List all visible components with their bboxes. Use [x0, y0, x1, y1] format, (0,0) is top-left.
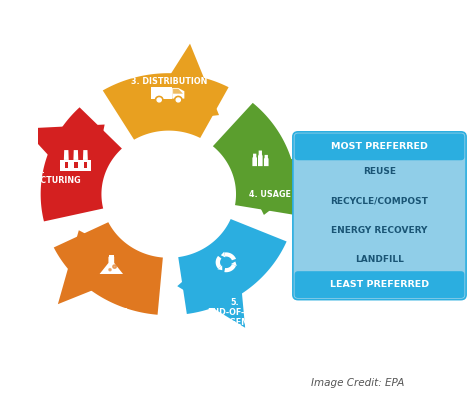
Polygon shape: [173, 89, 183, 94]
Polygon shape: [83, 150, 88, 160]
Polygon shape: [177, 234, 245, 328]
Polygon shape: [60, 160, 91, 171]
Circle shape: [107, 136, 231, 253]
Text: Image Credit: EPA: Image Credit: EPA: [311, 378, 404, 388]
Polygon shape: [221, 252, 225, 257]
Text: LEAST PREFERRED: LEAST PREFERRED: [330, 280, 429, 289]
Text: 4. USAGE: 4. USAGE: [249, 190, 291, 199]
Polygon shape: [64, 162, 68, 168]
Polygon shape: [252, 154, 257, 166]
Polygon shape: [109, 255, 114, 257]
Polygon shape: [54, 222, 163, 315]
Circle shape: [113, 265, 117, 268]
Polygon shape: [58, 230, 150, 304]
Text: REUSE: REUSE: [363, 167, 396, 176]
FancyBboxPatch shape: [293, 132, 466, 299]
Text: 5.
END-OF-LIFE
MANAGEMENT: 5. END-OF-LIFE MANAGEMENT: [202, 298, 267, 327]
Polygon shape: [172, 88, 184, 99]
Circle shape: [176, 98, 181, 102]
Polygon shape: [218, 266, 222, 270]
Circle shape: [155, 96, 163, 104]
Polygon shape: [231, 261, 237, 266]
Polygon shape: [258, 150, 263, 166]
Text: 3. DISTRIBUTION: 3. DISTRIBUTION: [130, 77, 207, 86]
Polygon shape: [74, 162, 78, 168]
Circle shape: [109, 268, 111, 271]
Polygon shape: [151, 87, 172, 99]
Polygon shape: [139, 44, 219, 124]
Polygon shape: [64, 150, 69, 160]
Polygon shape: [103, 73, 228, 140]
FancyBboxPatch shape: [295, 271, 465, 298]
Polygon shape: [264, 155, 269, 166]
Polygon shape: [213, 103, 297, 215]
Polygon shape: [24, 125, 105, 199]
Text: RECYCLE/COMPOST: RECYCLE/COMPOST: [330, 197, 428, 206]
Polygon shape: [230, 146, 327, 215]
Text: ENERGY RECOVERY: ENERGY RECOVERY: [331, 226, 428, 235]
Polygon shape: [73, 150, 78, 160]
Circle shape: [174, 96, 182, 104]
Polygon shape: [83, 162, 87, 168]
Polygon shape: [100, 257, 123, 274]
Text: 1.
MATERIALS
EXTRACTION: 1. MATERIALS EXTRACTION: [74, 298, 131, 327]
Circle shape: [157, 98, 161, 102]
Polygon shape: [224, 252, 236, 260]
Text: LANDFILL: LANDFILL: [355, 255, 404, 264]
Text: MOST PREFERRED: MOST PREFERRED: [331, 142, 428, 152]
Polygon shape: [216, 256, 221, 269]
Polygon shape: [224, 264, 236, 272]
Polygon shape: [178, 219, 287, 314]
FancyBboxPatch shape: [295, 133, 465, 160]
Polygon shape: [41, 107, 122, 221]
Text: 2.
MANUFACTURING: 2. MANUFACTURING: [2, 166, 81, 185]
